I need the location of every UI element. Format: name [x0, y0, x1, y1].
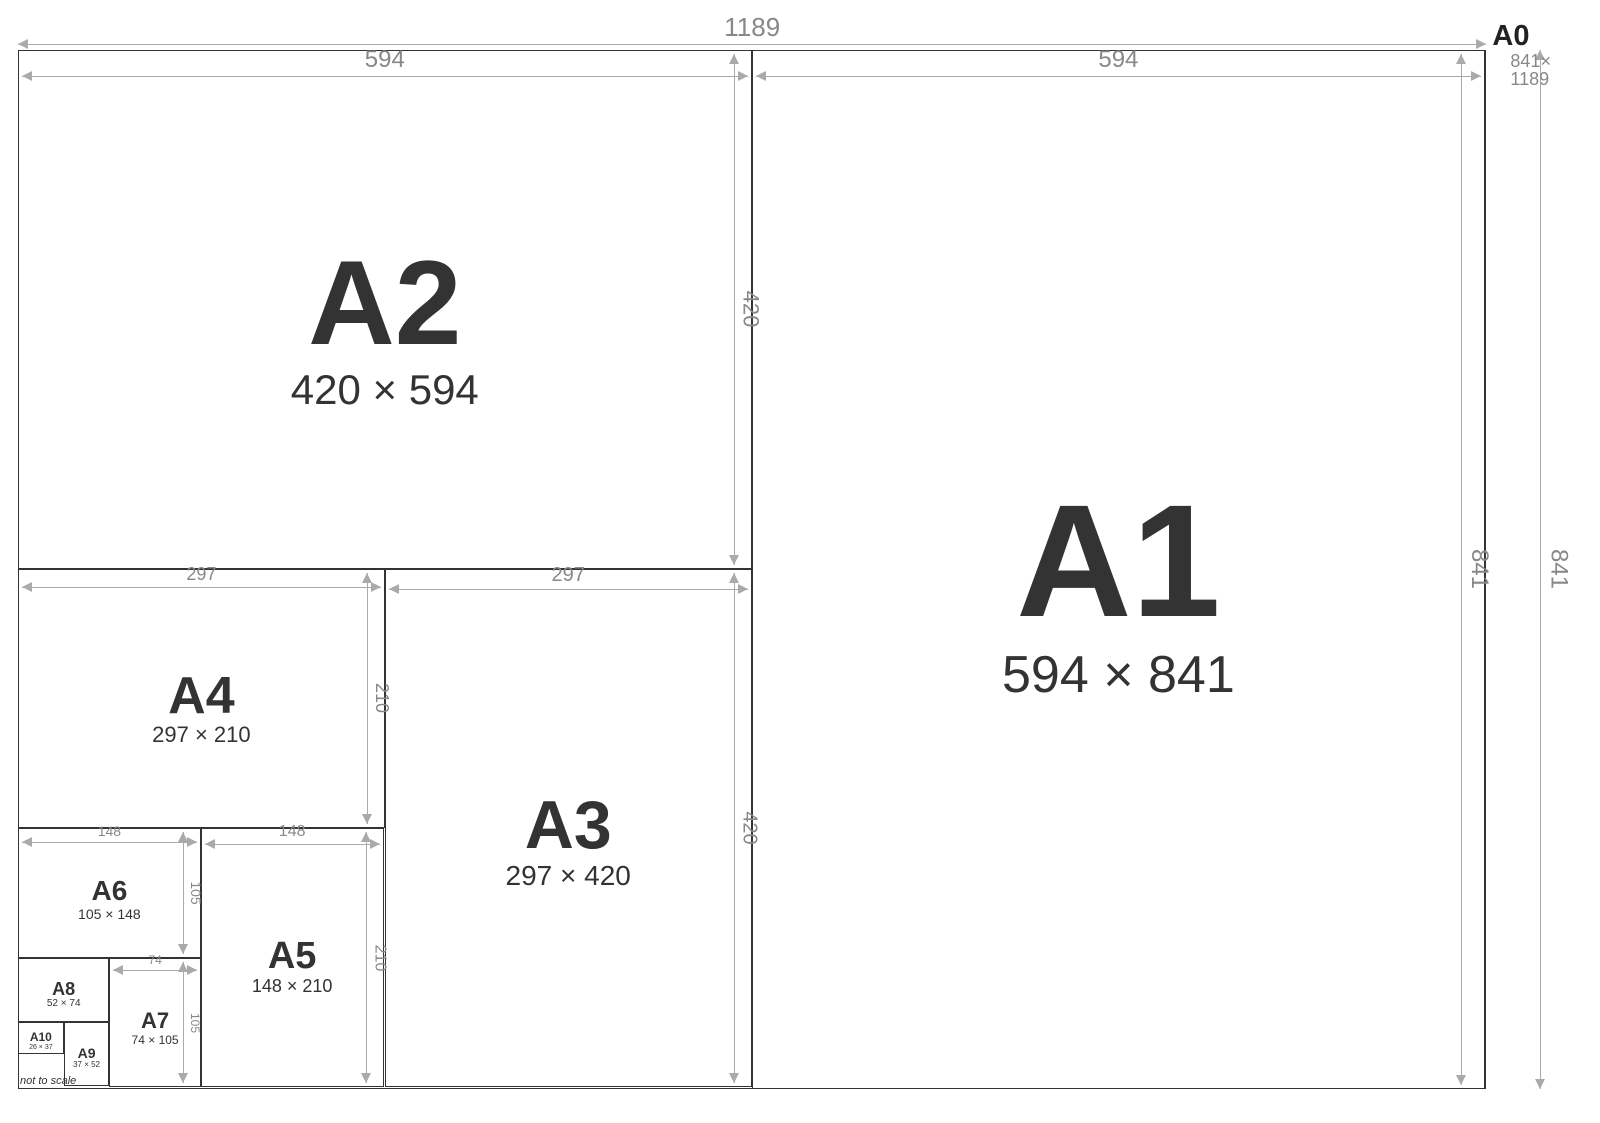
arrow-a7-w-label: 74	[148, 954, 161, 966]
panel-a1-name: A1	[1016, 481, 1221, 641]
panel-a6-name: A6	[91, 877, 127, 905]
outer-top-arrow-label: 1189	[724, 14, 780, 40]
watermark: not to scale	[20, 1075, 76, 1087]
arrow-a2-w-head-l	[22, 71, 32, 81]
arrow-a2-h-head-d	[729, 555, 739, 565]
arrow-a6-w-shaft	[22, 842, 197, 843]
outer-right-arrow-head-d	[1535, 1079, 1545, 1089]
arrow-a5-h-label: 210	[372, 944, 388, 971]
panel-a4-dims: 297 × 210	[152, 724, 250, 746]
outer-top-arrow-head-r	[1476, 39, 1486, 49]
arrow-a6-h-head-d	[178, 944, 188, 954]
panel-a8-name: A8	[52, 980, 75, 998]
arrow-a1-w-label: 594	[1098, 48, 1138, 72]
arrow-a5-w-head-r	[370, 839, 380, 849]
arrow-a4-w-shaft	[22, 587, 381, 588]
arrow-a3-w-label: 297	[552, 565, 585, 585]
arrow-a3-h-label: 420	[740, 811, 760, 844]
arrow-a5-w-label: 148	[279, 824, 306, 840]
panel-a3-dims: 297 × 420	[506, 862, 631, 890]
arrow-a7-w-head-r	[187, 965, 197, 975]
arrow-a6-h-head-u	[178, 832, 188, 842]
panel-a2-name: A2	[308, 243, 461, 363]
arrow-a1-w-head-l	[756, 71, 766, 81]
panel-a1-dims: 594 × 841	[1002, 649, 1235, 701]
panel-a2-dims: 420 × 594	[291, 369, 479, 411]
arrow-a5-h-shaft	[366, 832, 367, 1083]
arrow-a3-h-head-u	[729, 573, 739, 583]
arrow-a1-h-shaft	[1461, 54, 1462, 1085]
arrow-a1-w-shaft	[756, 76, 1482, 77]
arrow-a2-h-head-u	[729, 54, 739, 64]
arrow-a1-h-head-u	[1456, 54, 1466, 64]
arrow-a6-h-label: 105	[189, 881, 203, 904]
arrow-a6-w-head-l	[22, 837, 32, 847]
a0-name: A0	[1492, 20, 1529, 53]
paper-size-diagram: A1 594 × 841 A2 420 × 594 A3 297 × 420 A4297 ×…	[18, 18, 1574, 1089]
arrow-a2-w-head-r	[738, 71, 748, 81]
arrow-a3-h-shaft	[734, 573, 735, 1084]
arrow-a3-w-head-r	[738, 584, 748, 594]
arrow-a6-w-head-r	[187, 837, 197, 847]
arrow-a2-w-shaft	[22, 76, 748, 77]
panel-a10-name: A10	[30, 1031, 52, 1043]
arrow-a2-w-label: 594	[365, 48, 405, 72]
panel-a7-dims: 74 × 105	[132, 1034, 179, 1046]
panel-a5-name: A5	[268, 937, 317, 975]
arrow-a4-w-head-l	[22, 582, 32, 592]
panel-a9-dims: 37 × 52	[73, 1061, 100, 1069]
arrow-a7-h-head-d	[178, 1073, 188, 1083]
panel-a7-name: A7	[141, 1010, 169, 1032]
arrow-a5-h-head-u	[361, 832, 371, 842]
panel-a9-name: A9	[78, 1046, 96, 1060]
arrow-a6-w-label: 148	[98, 824, 121, 838]
arrow-a3-w-shaft	[389, 589, 748, 590]
arrow-a5-w-head-l	[205, 839, 215, 849]
arrow-a7-w-head-l	[113, 965, 123, 975]
arrow-a4-w-label: 297	[186, 565, 216, 583]
arrow-a5-w-shaft	[205, 844, 380, 845]
arrow-a5-h-head-d	[361, 1073, 371, 1083]
arrow-a2-h-shaft	[734, 54, 735, 565]
arrow-a1-h-label: 841	[1467, 549, 1491, 589]
arrow-a3-w-head-l	[389, 584, 399, 594]
outer-top-arrow-shaft	[18, 44, 1486, 45]
arrow-a1-w-head-r	[1471, 71, 1481, 81]
a0-dims-line2: 1189	[1510, 70, 1549, 89]
panel-a3-name: A3	[525, 791, 612, 859]
arrow-a2-h-label: 420	[740, 291, 762, 328]
arrow-a4-h-head-d	[362, 814, 372, 824]
arrow-a1-h-head-d	[1456, 1075, 1466, 1085]
arrow-a7-h-label: 105	[189, 1013, 201, 1033]
arrow-a7-h-shaft	[183, 962, 184, 1084]
arrow-a4-h-label: 210	[373, 683, 391, 713]
panel-a8-dims: 52 × 74	[47, 999, 81, 1009]
panel-a5-dims: 148 × 210	[252, 977, 333, 995]
panel-a10-dims: 26 × 37	[29, 1044, 53, 1051]
outer-top-arrow-head-l	[18, 39, 28, 49]
arrow-a4-h-head-u	[362, 573, 372, 583]
arrow-a4-h-shaft	[367, 573, 368, 824]
arrow-a7-h-head-u	[178, 962, 188, 972]
arrow-a3-h-head-d	[729, 1073, 739, 1083]
arrow-a6-h-shaft	[183, 832, 184, 954]
outer-right-arrow-shaft	[1540, 50, 1541, 1089]
arrow-a4-w-head-r	[371, 582, 381, 592]
outer-right-arrow-label: 841	[1546, 549, 1570, 589]
panel-a4-name: A4	[168, 670, 234, 722]
panel-a6-dims: 105 × 148	[78, 907, 141, 921]
